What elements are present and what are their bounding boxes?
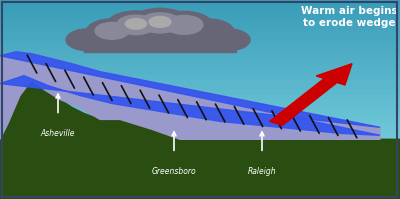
Bar (0, 134, 400, 139)
Bar (0, 124, 400, 129)
Bar (0, 25, 400, 30)
Bar (0, 169, 400, 174)
Bar (0, 15, 400, 20)
Bar (0, 10, 400, 15)
Bar (0, 114, 400, 119)
Circle shape (165, 16, 203, 34)
Polygon shape (0, 52, 380, 139)
Bar (0, 144, 400, 146)
Circle shape (66, 29, 110, 51)
Circle shape (126, 19, 146, 29)
Bar (0, 20, 400, 25)
Bar (0, 65, 400, 70)
Bar (0, 173, 400, 175)
Bar (0, 149, 400, 154)
Bar (0, 75, 400, 80)
Bar (0, 174, 400, 179)
Bar (0, 0, 400, 5)
Circle shape (149, 17, 171, 27)
Circle shape (140, 13, 180, 33)
Bar (0, 5, 400, 10)
Bar (0, 50, 400, 55)
Bar (0, 144, 400, 149)
Bar (0, 95, 400, 100)
Bar (0, 192, 400, 194)
Bar (0, 158, 400, 161)
Bar (0, 189, 400, 192)
Bar (0, 170, 400, 173)
Circle shape (155, 11, 213, 40)
Bar (0, 163, 400, 166)
Bar (0, 194, 400, 197)
Bar (0, 30, 400, 35)
Bar (0, 60, 400, 65)
Bar (0, 35, 400, 40)
Bar (0, 179, 400, 184)
Bar (0, 184, 400, 189)
Bar (0, 194, 400, 199)
Polygon shape (0, 76, 400, 199)
Bar (0, 154, 400, 159)
Bar (0, 90, 400, 95)
Bar (0, 178, 400, 180)
Bar (0, 139, 400, 144)
Polygon shape (0, 52, 380, 135)
Bar (0, 189, 400, 194)
Text: Raleigh: Raleigh (248, 167, 276, 176)
Bar (0, 85, 400, 90)
Bar (0, 146, 400, 149)
Circle shape (116, 15, 156, 35)
Bar (0, 70, 400, 75)
Bar (0, 154, 400, 156)
Bar (0, 40, 400, 45)
Bar (0, 139, 400, 142)
Bar (0, 142, 400, 144)
Bar (0, 80, 400, 85)
Bar (0, 175, 400, 178)
Bar (0, 55, 400, 60)
Circle shape (206, 29, 250, 51)
Text: Warm air begins
to erode wedge: Warm air begins to erode wedge (301, 6, 398, 28)
Circle shape (182, 19, 234, 45)
Bar (84, 32, 236, 52)
Bar (0, 109, 400, 114)
Bar (0, 119, 400, 124)
Bar (0, 149, 400, 151)
Circle shape (106, 11, 166, 41)
Bar (0, 187, 400, 189)
Bar (0, 159, 400, 164)
Bar (0, 129, 400, 134)
Text: Greensboro: Greensboro (152, 167, 196, 176)
Circle shape (95, 22, 129, 39)
Bar (0, 156, 400, 158)
Bar (0, 151, 400, 154)
Bar (0, 166, 400, 168)
Text: Asheville: Asheville (41, 129, 75, 138)
Bar (0, 180, 400, 182)
Circle shape (129, 8, 191, 39)
Bar (0, 100, 400, 104)
Bar (0, 168, 400, 170)
Circle shape (86, 19, 138, 45)
Bar (0, 161, 400, 163)
Polygon shape (270, 64, 352, 125)
Bar (0, 164, 400, 169)
Bar (0, 45, 400, 50)
Bar (0, 182, 400, 185)
Bar (0, 197, 400, 199)
Bar (0, 104, 400, 109)
Bar (0, 185, 400, 187)
